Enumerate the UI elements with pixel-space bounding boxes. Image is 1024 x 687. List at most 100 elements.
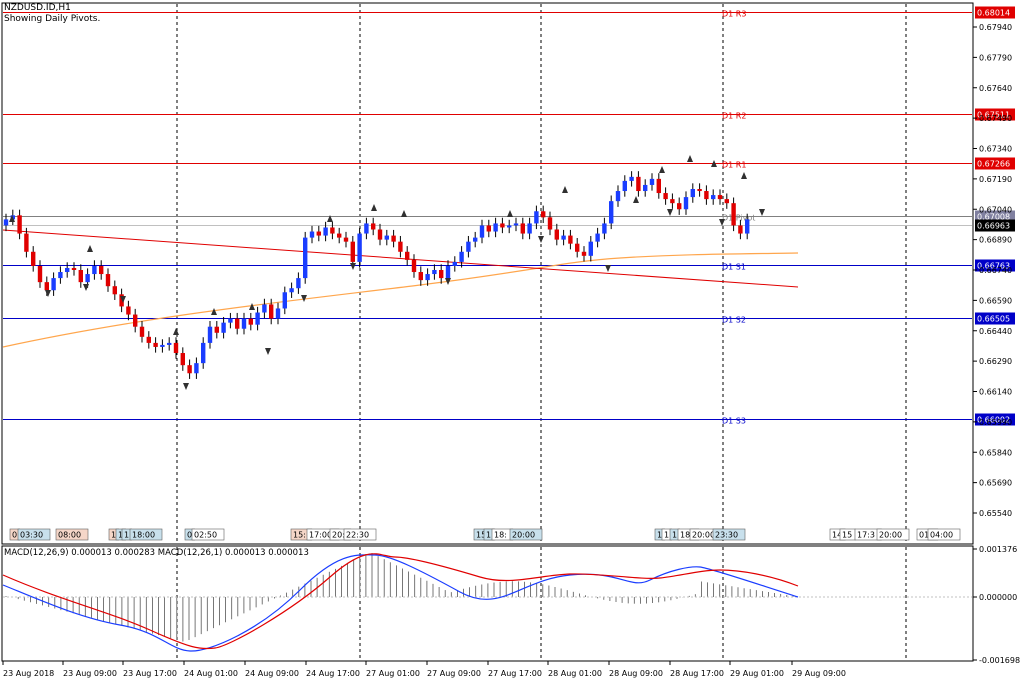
event-marker-text: 1: [486, 531, 491, 540]
event-marker-text: 08:00: [58, 531, 81, 540]
event-marker-text: 20:00: [879, 531, 902, 540]
price-axis-label: 0.66590: [979, 296, 1012, 305]
pivot-price-tag-text: 0.66763: [977, 262, 1010, 271]
fractal-down-icon: [120, 296, 126, 303]
time-axis-label: 23 Aug 09:00: [63, 669, 117, 678]
event-marker-text: 02:50: [194, 531, 217, 540]
candle-bull: [201, 342, 206, 364]
pivot-price-tag: [975, 157, 1015, 170]
time-axis-label: 24 Aug 01:00: [184, 669, 238, 678]
fractal-up-icon: [211, 308, 217, 315]
fractal-up-icon: [327, 215, 333, 222]
candle-bear: [717, 195, 723, 200]
pivot-price-tag-text: 0.67266: [977, 160, 1010, 169]
fractal-down-icon: [445, 278, 451, 285]
pivot-label: D1 R2: [722, 112, 746, 121]
candle-bull: [690, 189, 695, 198]
fractal-up-icon: [741, 172, 747, 179]
candle-bear: [78, 270, 83, 283]
fractal-down-icon: [301, 295, 307, 302]
candle-bear: [568, 235, 573, 244]
event-marker: [876, 528, 910, 541]
event-marker-text: 1: [664, 531, 669, 540]
candle-bull: [683, 197, 689, 210]
candle-bear: [235, 318, 240, 329]
candle-bull: [92, 265, 97, 275]
time-axis-label: 28 Aug 17:00: [670, 669, 724, 678]
current-price-tag-text: 0.66963: [977, 222, 1010, 231]
event-marker-text: 20:00: [692, 531, 715, 540]
candle-bear: [99, 265, 104, 275]
event-marker-text: 20:: [332, 531, 345, 540]
candle-bull: [452, 261, 457, 266]
pivot-lines: D1 R3 D1 R2 D1 R1 D1 Pivot D1 S1 D1 S2 D1 S3: [3, 10, 972, 426]
pivot-label: D1 S1: [722, 263, 746, 272]
event-marker-text: 17:00: [309, 531, 332, 540]
candle-bear: [133, 314, 138, 327]
candle-bear: [405, 251, 410, 260]
candle-bull: [296, 278, 301, 289]
fractal-up-icon: [87, 245, 93, 252]
candle-bull: [167, 342, 172, 345]
event-marker: [55, 528, 89, 541]
candle-bear: [330, 227, 335, 234]
fractal-down-icon: [759, 209, 765, 216]
event-marker-text: 1: [124, 531, 129, 540]
pivot-price-tag-text: 0.67008: [977, 213, 1010, 222]
time-axis-label: 23 Aug 17:00: [123, 669, 177, 678]
fractal-down-icon: [265, 348, 271, 355]
event-marker: [129, 528, 163, 541]
pivot-price-tag: [975, 312, 1015, 325]
pivot-price-tag: [975, 413, 1015, 426]
candle-bull: [527, 223, 532, 234]
fractal-up-icon: [173, 328, 179, 335]
candle-bear: [677, 203, 682, 210]
event-marker-text: 18:: [494, 531, 507, 540]
event-marker: [712, 528, 746, 541]
candle-bull: [289, 288, 294, 293]
candle-bear: [139, 326, 145, 337]
current-price-tag: [975, 219, 1015, 232]
candle-bear: [24, 233, 29, 252]
price-pane-frame[interactable]: [1, 2, 974, 545]
pivot-label: D1 S2: [722, 316, 746, 325]
candle-bear: [636, 176, 641, 192]
candle-bear: [520, 223, 525, 234]
event-marker-text: 1: [118, 531, 123, 540]
candle-bull: [58, 272, 63, 279]
candle-bear: [248, 318, 253, 325]
candles: [3, 171, 750, 379]
macd-line: [2, 554, 799, 652]
fractal-up-icon: [659, 166, 665, 173]
candle-bull: [160, 344, 165, 347]
candle-bear: [146, 336, 151, 343]
candle-bull: [207, 326, 213, 343]
pivot-price-tag: [975, 6, 1015, 19]
candle-bull: [3, 219, 9, 226]
candle-bull: [241, 318, 247, 329]
time-axis-label: 27 Aug 01:00: [366, 669, 420, 678]
candle-bull: [221, 322, 226, 333]
candle-bull: [425, 274, 430, 281]
candle-bear: [411, 259, 417, 273]
price-axis: 0.68014 0.67511 0.67266 0.67008 0.66763 0.665…: [973, 6, 1015, 518]
price-axis-label: 0.67040: [979, 205, 1012, 214]
candle-bull: [255, 312, 260, 325]
candle-bull: [65, 267, 70, 273]
candle-bear: [180, 353, 185, 366]
candle-bear: [704, 191, 709, 200]
pivot-price-tag: [975, 259, 1015, 272]
price-axis-label: 0.65690: [979, 479, 1012, 488]
candle-bear: [112, 286, 117, 295]
candle-bear: [105, 274, 111, 287]
candle-bull: [459, 251, 464, 262]
candle-bear: [173, 342, 179, 354]
indicator-label: Showing Daily Pivots.: [4, 14, 101, 24]
pivot-label: D1 R3: [722, 10, 746, 19]
candle-bull: [643, 184, 648, 192]
pivot-price-tag-text: 0.66505: [977, 315, 1010, 324]
time-axis-label: 24 Aug 17:00: [306, 669, 360, 678]
macd-axis: 0.001376 0.000000 -0.001698: [973, 545, 1020, 665]
